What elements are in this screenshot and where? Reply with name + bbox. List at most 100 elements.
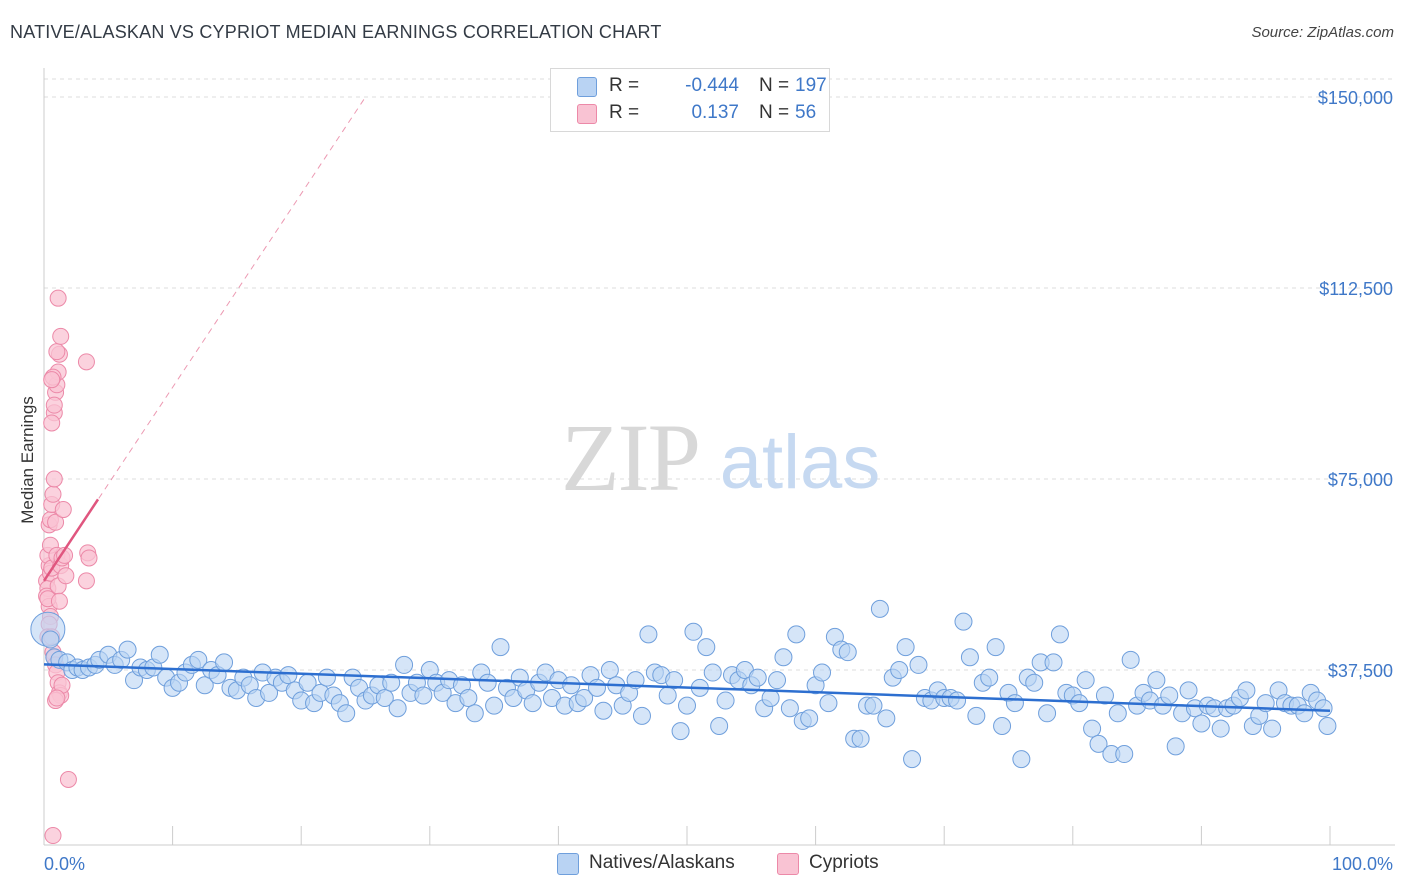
y-tick-label: $150,000 [1318, 88, 1393, 108]
y-tick-label: $112,500 [1319, 279, 1393, 299]
native-point [870, 599, 889, 618]
native-point [491, 638, 510, 657]
legend-swatch-pink [777, 853, 799, 875]
cypriots-trend-line [42, 498, 100, 582]
native-point [1211, 719, 1230, 738]
native-point [967, 706, 986, 725]
native-point [478, 673, 497, 692]
cypriot-point [52, 327, 70, 345]
legend-n-label: N = [759, 75, 790, 96]
native-point [1192, 714, 1211, 733]
native-point [954, 612, 973, 631]
native-point [864, 696, 883, 715]
native-point [819, 694, 838, 713]
watermark-zip: ZIP [561, 404, 699, 511]
legend-swatch-blue [557, 853, 579, 875]
natives-trend-line [43, 663, 1331, 712]
cypriot-point [57, 567, 75, 585]
native-point [575, 689, 594, 708]
native-point [118, 640, 137, 659]
native-point [1076, 671, 1095, 690]
native-point [465, 704, 484, 723]
native-point [337, 704, 356, 723]
cypriot-point [44, 827, 62, 845]
native-point [1166, 737, 1185, 756]
native-point [1095, 686, 1114, 705]
cypriot-point [47, 513, 65, 531]
legend-r-label: R = [609, 75, 640, 96]
native-point [1263, 719, 1282, 738]
native-point [993, 717, 1012, 736]
native-point [948, 691, 967, 710]
x-tick-label-min: 0.0% [44, 854, 85, 874]
native-point [1005, 694, 1024, 713]
cypriot-point [54, 501, 72, 519]
cypriot-point [80, 549, 98, 567]
native-point [748, 668, 767, 687]
legend-swatch-pink [577, 104, 597, 124]
legend-n-label: N = [759, 102, 790, 123]
native-point [1025, 673, 1044, 692]
native-point [1115, 745, 1134, 764]
cypriot-point [49, 289, 67, 307]
native-point [877, 709, 896, 728]
native-point [388, 699, 407, 718]
cypriot-point [44, 485, 62, 503]
native-point [960, 648, 979, 667]
native-point [665, 671, 684, 690]
cypriot-point [45, 470, 63, 488]
native-point [684, 622, 703, 641]
native-point [1108, 704, 1127, 723]
cypriot-point [48, 689, 66, 707]
y-tick-label: $37,500 [1328, 661, 1393, 681]
native-point [1083, 719, 1102, 738]
legend-r-label: R = [609, 102, 640, 123]
native-point [838, 643, 857, 662]
trend-lines [42, 96, 1331, 712]
cypriots-trend-extension [43, 96, 366, 582]
native-point [1044, 653, 1063, 672]
native-point [780, 699, 799, 718]
native-point [986, 638, 1005, 657]
native-point [1089, 734, 1108, 753]
x-tick-label-max: 100.0% [1332, 854, 1393, 874]
native-point [459, 689, 478, 708]
native-point [761, 689, 780, 708]
axis-labels: $37,500 $75,000 $112,500 $150,000 0.0% 100.0%… [18, 88, 1393, 874]
native-point [671, 722, 690, 741]
native-point [382, 673, 401, 692]
native-point [523, 694, 542, 713]
native-point [1179, 681, 1198, 700]
native-point [215, 653, 234, 672]
native-point [375, 689, 394, 708]
watermark: ZIP atlas [561, 404, 880, 511]
native-point [678, 696, 696, 715]
native-point [414, 686, 433, 705]
native-point [395, 655, 414, 674]
native-point [903, 750, 922, 769]
native-point [896, 638, 915, 657]
native-point [1318, 717, 1337, 736]
native-point [980, 668, 999, 687]
legend-label-natives: Natives/Alaskans [589, 852, 735, 873]
native-point [279, 666, 298, 685]
source-label: Source: ZipAtlas.com [1251, 24, 1394, 41]
native-point [189, 650, 208, 669]
legend-r-value: -0.444 [685, 75, 739, 96]
native-point [658, 686, 677, 705]
native-point [890, 661, 909, 679]
gridlines [44, 78, 1395, 671]
cypriot-point [43, 414, 61, 432]
native-point [1050, 625, 1069, 644]
watermark-atlas: atlas [720, 420, 881, 505]
correlation-legend: R = -0.444 N = 197 R = 0.137 N = 56 [550, 68, 830, 132]
native-point [716, 691, 735, 710]
native-point [260, 683, 279, 702]
cypriot-point [43, 371, 61, 389]
native-point [787, 625, 806, 644]
legend-n-value: 197 [795, 75, 827, 96]
native-point [639, 625, 658, 644]
cypriot-point [77, 353, 95, 371]
native-point [600, 661, 619, 679]
